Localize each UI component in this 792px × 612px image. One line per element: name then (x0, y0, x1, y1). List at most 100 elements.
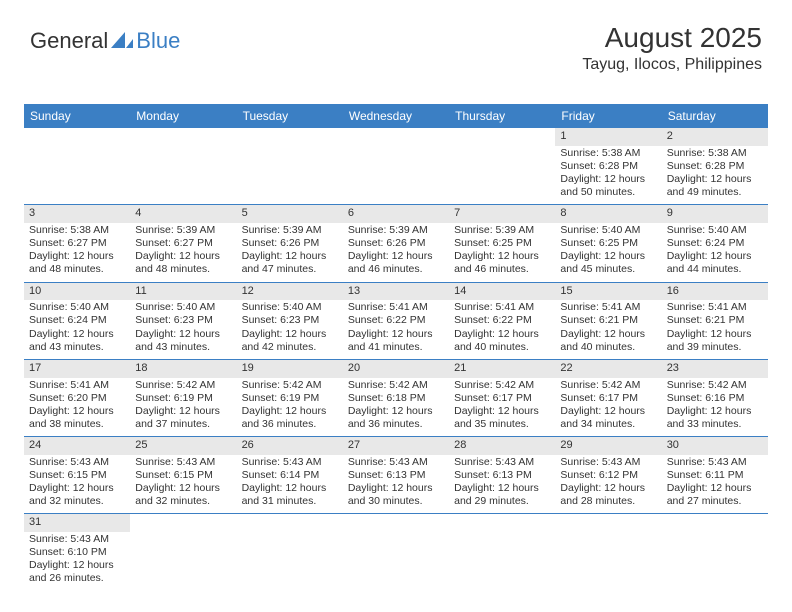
day-number: 14 (454, 285, 466, 297)
daylight-line-2: and 40 minutes. (454, 341, 550, 354)
calendar-cell: 7Sunrise: 5:39 AMSunset: 6:25 PMDaylight… (449, 205, 555, 281)
daylight-line-1: Daylight: 12 hours (29, 482, 125, 495)
daynum-row: 12 (237, 283, 343, 301)
daylight-line-1: Daylight: 12 hours (242, 405, 338, 418)
day-number: 3 (29, 207, 35, 219)
calendar-cell-empty (449, 514, 555, 590)
daylight-line-2: and 44 minutes. (667, 263, 763, 276)
daylight-line-1: Daylight: 12 hours (242, 328, 338, 341)
daynum-row: 28 (449, 437, 555, 455)
daynum-row: 31 (24, 514, 130, 532)
month-title: August 2025 (582, 22, 762, 54)
logo-sail-icon (111, 32, 133, 50)
daylight-line-1: Daylight: 12 hours (560, 405, 656, 418)
daynum-row: 15 (555, 283, 661, 301)
calendar-cell: 13Sunrise: 5:41 AMSunset: 6:22 PMDayligh… (343, 283, 449, 359)
calendar-cell-empty (449, 128, 555, 204)
sunrise-line: Sunrise: 5:42 AM (348, 379, 444, 392)
calendar-cell-empty (237, 514, 343, 590)
dayhead-fri: Friday (555, 104, 661, 128)
daynum-row: 30 (662, 437, 768, 455)
sunset-line: Sunset: 6:18 PM (348, 392, 444, 405)
day-number: 22 (560, 362, 572, 374)
sunrise-line: Sunrise: 5:43 AM (29, 533, 125, 546)
sunset-line: Sunset: 6:21 PM (560, 314, 656, 327)
daylight-line-1: Daylight: 12 hours (135, 328, 231, 341)
sunrise-line: Sunrise: 5:42 AM (135, 379, 231, 392)
sunset-line: Sunset: 6:16 PM (667, 392, 763, 405)
calendar-cell: 30Sunrise: 5:43 AMSunset: 6:11 PMDayligh… (662, 437, 768, 513)
sunset-line: Sunset: 6:24 PM (29, 314, 125, 327)
sunrise-line: Sunrise: 5:41 AM (454, 301, 550, 314)
daylight-line-2: and 48 minutes. (29, 263, 125, 276)
calendar-cell: 26Sunrise: 5:43 AMSunset: 6:14 PMDayligh… (237, 437, 343, 513)
daynum-row: 6 (343, 205, 449, 223)
daylight-line-2: and 32 minutes. (29, 495, 125, 508)
sunset-line: Sunset: 6:13 PM (454, 469, 550, 482)
daynum-row: 9 (662, 205, 768, 223)
daylight-line-1: Daylight: 12 hours (667, 328, 763, 341)
calendar-cell-empty (24, 128, 130, 204)
daynum-row: 21 (449, 360, 555, 378)
daynum-row: 4 (130, 205, 236, 223)
day-number: 2 (667, 130, 673, 142)
daylight-line-1: Daylight: 12 hours (667, 173, 763, 186)
daylight-line-2: and 33 minutes. (667, 418, 763, 431)
sunrise-line: Sunrise: 5:41 AM (667, 301, 763, 314)
daylight-line-1: Daylight: 12 hours (667, 405, 763, 418)
sunset-line: Sunset: 6:11 PM (667, 469, 763, 482)
calendar: Sunday Monday Tuesday Wednesday Thursday… (24, 104, 768, 591)
calendar-cell: 17Sunrise: 5:41 AMSunset: 6:20 PMDayligh… (24, 360, 130, 436)
calendar-week: 17Sunrise: 5:41 AMSunset: 6:20 PMDayligh… (24, 360, 768, 437)
day-number: 29 (560, 439, 572, 451)
calendar-cell: 8Sunrise: 5:40 AMSunset: 6:25 PMDaylight… (555, 205, 661, 281)
sunset-line: Sunset: 6:13 PM (348, 469, 444, 482)
calendar-cell: 3Sunrise: 5:38 AMSunset: 6:27 PMDaylight… (24, 205, 130, 281)
daylight-line-2: and 38 minutes. (29, 418, 125, 431)
calendar-cell: 23Sunrise: 5:42 AMSunset: 6:16 PMDayligh… (662, 360, 768, 436)
daylight-line-1: Daylight: 12 hours (348, 482, 444, 495)
day-number: 10 (29, 285, 41, 297)
daynum-row: 25 (130, 437, 236, 455)
sunrise-line: Sunrise: 5:38 AM (667, 147, 763, 160)
daylight-line-1: Daylight: 12 hours (348, 405, 444, 418)
daylight-line-2: and 43 minutes. (135, 341, 231, 354)
sunset-line: Sunset: 6:21 PM (667, 314, 763, 327)
calendar-week: 3Sunrise: 5:38 AMSunset: 6:27 PMDaylight… (24, 205, 768, 282)
daylight-line-1: Daylight: 12 hours (242, 482, 338, 495)
calendar-cell: 21Sunrise: 5:42 AMSunset: 6:17 PMDayligh… (449, 360, 555, 436)
daynum-row: 7 (449, 205, 555, 223)
day-header-row: Sunday Monday Tuesday Wednesday Thursday… (24, 104, 768, 128)
daylight-line-2: and 32 minutes. (135, 495, 231, 508)
daylight-line-1: Daylight: 12 hours (29, 405, 125, 418)
calendar-cell: 28Sunrise: 5:43 AMSunset: 6:13 PMDayligh… (449, 437, 555, 513)
day-number: 9 (667, 207, 673, 219)
calendar-cell: 1Sunrise: 5:38 AMSunset: 6:28 PMDaylight… (555, 128, 661, 204)
sunset-line: Sunset: 6:25 PM (454, 237, 550, 250)
sunset-line: Sunset: 6:27 PM (135, 237, 231, 250)
logo: General Blue (30, 28, 180, 54)
daynum-row: 23 (662, 360, 768, 378)
daylight-line-2: and 36 minutes. (242, 418, 338, 431)
sunset-line: Sunset: 6:28 PM (560, 160, 656, 173)
day-number: 1 (560, 130, 566, 142)
sunrise-line: Sunrise: 5:40 AM (242, 301, 338, 314)
sunrise-line: Sunrise: 5:41 AM (348, 301, 444, 314)
sunrise-line: Sunrise: 5:39 AM (348, 224, 444, 237)
daylight-line-2: and 46 minutes. (348, 263, 444, 276)
daylight-line-2: and 41 minutes. (348, 341, 444, 354)
day-number: 21 (454, 362, 466, 374)
daynum-row: 26 (237, 437, 343, 455)
daylight-line-1: Daylight: 12 hours (29, 559, 125, 572)
daylight-line-1: Daylight: 12 hours (454, 405, 550, 418)
daynum-row: 1 (555, 128, 661, 146)
daynum-row: 19 (237, 360, 343, 378)
calendar-cell: 2 Sunrise: 5:38 AMSunset: 6:28 PMDaylight… (662, 128, 768, 204)
daylight-line-1: Daylight: 12 hours (560, 482, 656, 495)
calendar-cell-empty (130, 128, 236, 204)
dayhead-sat: Saturday (662, 104, 768, 128)
sunset-line: Sunset: 6:28 PM (667, 160, 763, 173)
sunset-line: Sunset: 6:23 PM (135, 314, 231, 327)
daylight-line-1: Daylight: 12 hours (135, 250, 231, 263)
day-number: 24 (29, 439, 41, 451)
